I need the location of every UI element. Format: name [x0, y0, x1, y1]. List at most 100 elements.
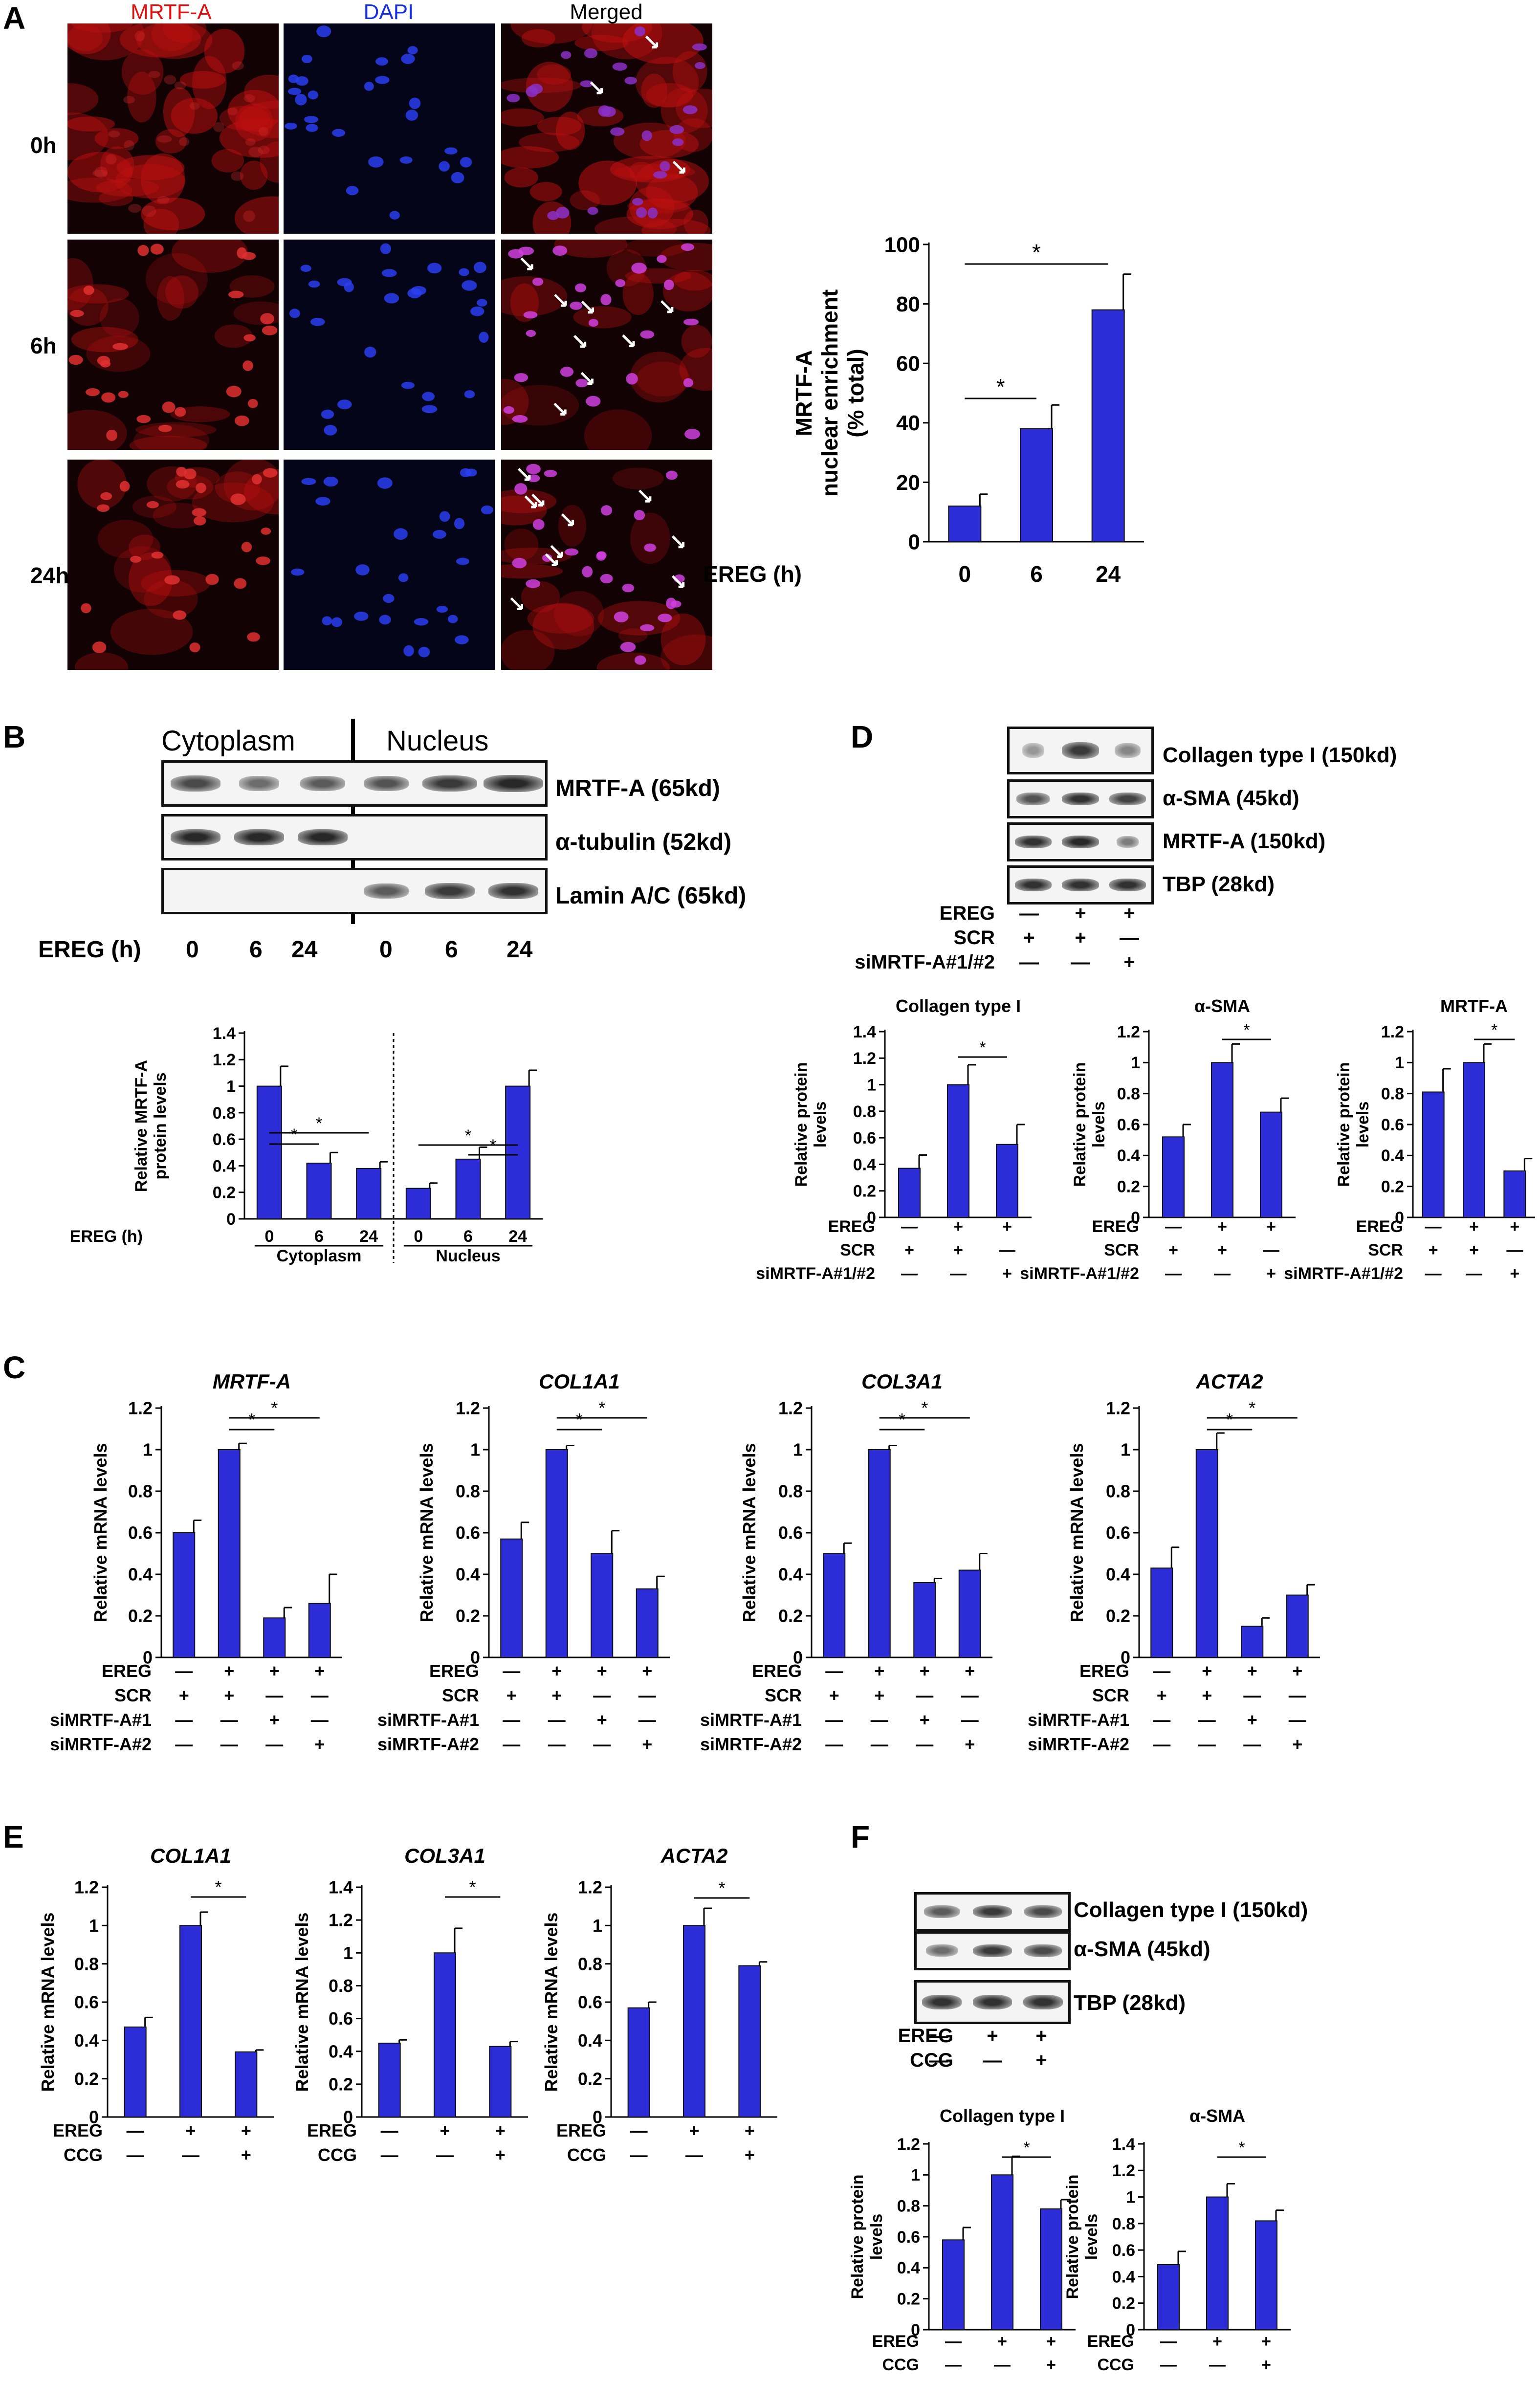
- chart-D2-ylabel: Relative protein: [1071, 1062, 1089, 1187]
- chart-D3-ytick-label: 0.8: [1381, 1085, 1404, 1103]
- chart-F1-ytick-label: 0.2: [897, 2290, 920, 2309]
- chart-C1-treat-sign: —: [175, 1710, 193, 1730]
- blot-band: [171, 775, 220, 792]
- chart-D2-treat-sign: +: [1217, 1217, 1227, 1236]
- chart-F2-bar: [1206, 2196, 1229, 2330]
- blot-band: [422, 775, 477, 792]
- blot-band: [924, 1905, 960, 1918]
- blot-f-label-collagen: Collagen type I (150kd): [1074, 1898, 1308, 1922]
- chart-D3-treat-sign: —: [1425, 1264, 1442, 1283]
- col-header-dapi: DAPI: [363, 0, 414, 24]
- chart-C2-ytick-label: 0: [470, 1648, 480, 1668]
- blot-d-label-asma: α-SMA (45kd): [1163, 786, 1299, 810]
- chart-C4-treat-sign: +: [1157, 1685, 1167, 1705]
- chart-B-sig-star: *: [465, 1126, 471, 1145]
- chart-B-group-label: Nucleus: [436, 1247, 500, 1265]
- chart-C1-sig-star: *: [271, 1398, 278, 1418]
- chart-E1-ytick-label: 0.4: [74, 2030, 99, 2051]
- chart-C3-treat-sign: —: [825, 1661, 843, 1681]
- chart-E2-treat-sign: +: [495, 2120, 506, 2140]
- chart-F2-ytick-label: 1.4: [1112, 2135, 1135, 2154]
- row-label-0h: 0h: [30, 132, 57, 158]
- chart-C3-ytick-label: 1.2: [778, 1398, 803, 1418]
- chart-C1-ytick-label: 0.6: [128, 1523, 153, 1543]
- chart-B-treat-label: EREG (h): [70, 1227, 143, 1246]
- chart-D3-treat-sign: +: [1469, 1217, 1479, 1236]
- chart-C3-treat-label: EREG: [752, 1661, 802, 1681]
- blot-band: [926, 1944, 958, 1957]
- chart-B-ytick-label: 1: [226, 1077, 236, 1096]
- chart-D1-bar: [996, 1144, 1018, 1218]
- chart-D2-treat-sign: —: [1165, 1217, 1182, 1236]
- chart-E3-bar: [627, 2007, 650, 2117]
- chart-A-treat-sign: 0: [959, 561, 971, 587]
- chart-E3-bar: [683, 1925, 705, 2117]
- chart-F2-treat-sign: +: [1261, 2332, 1271, 2351]
- chart-F1-treat-sign: +: [997, 2332, 1007, 2351]
- chart-C4-treat-label: SCR: [1092, 1685, 1129, 1705]
- chart-C4-treat-sign: —: [1153, 1661, 1170, 1681]
- chart-F1-ylabel: levels: [867, 2214, 886, 2260]
- micrograph-merged-6h: [501, 240, 712, 450]
- chart-D1-treat-sign: +: [953, 1217, 963, 1236]
- blot-band: [364, 775, 409, 792]
- treatment-sign: —: [1019, 951, 1039, 973]
- chart-F2-ylabel: levels: [1082, 2214, 1101, 2260]
- chart-E2-ylabel: Relative mRNA levels: [292, 1913, 312, 2092]
- chart-F1-treat-label: EREG: [872, 2332, 919, 2351]
- chart-E3-treat-sign: +: [689, 2120, 699, 2140]
- chart-C2-ylabel: Relative mRNA levels: [417, 1443, 437, 1623]
- chart-E2-bar: [378, 2042, 401, 2118]
- chart-C1-ylabel: Relative mRNA levels: [90, 1443, 110, 1623]
- blot-band: [922, 1994, 962, 2010]
- chart-F2-ytick-label: 0.2: [1112, 2294, 1135, 2313]
- chart-B-ytick-label: 0.2: [213, 1184, 236, 1202]
- chart-C3-sig-star: *: [899, 1410, 905, 1430]
- treatment-sign: +: [1123, 951, 1135, 973]
- chart-D1-treat-sign: —: [901, 1217, 918, 1236]
- arrow-icon: [554, 294, 567, 307]
- blot-band: [1115, 743, 1141, 758]
- chart-F1-ytick-label: 1.2: [897, 2135, 920, 2154]
- chart-C4-treat-sign: —: [1198, 1710, 1216, 1730]
- chart-B-ytick-label: 0: [226, 1210, 236, 1229]
- row-label-24h: 24h: [30, 563, 69, 588]
- chart-D2-treat-sign: +: [1266, 1264, 1276, 1283]
- chart-A-bar: [1091, 309, 1125, 542]
- chart-D2-ytick-label: 0.8: [1117, 1085, 1140, 1103]
- chart-C4-treat-sign: +: [1292, 1661, 1302, 1681]
- chart-D3-bar: [1422, 1091, 1445, 1218]
- chart-A-sig-star: *: [1032, 240, 1041, 265]
- chart-D1-bar: [898, 1168, 921, 1218]
- arrow-icon: [590, 81, 603, 94]
- panel-letter-e: E: [3, 1819, 24, 1854]
- chart-E1-treat-sign: +: [185, 2120, 196, 2140]
- chart-C3-bar: [823, 1553, 846, 1658]
- chart-C1-treat-sign: +: [224, 1685, 234, 1705]
- blot-b-ereg-24-nuc: 24: [506, 937, 533, 963]
- chart-F1-treat-sign: +: [1046, 2356, 1056, 2374]
- chart-C2-treat-sign: —: [638, 1685, 656, 1705]
- chart-D2-treat-sign: —: [1214, 1264, 1231, 1283]
- chart-D2-ytick-label: 0.6: [1117, 1116, 1140, 1134]
- chart-C2-ytick-label: 0.2: [456, 1606, 480, 1626]
- chart-D3-treat-sign: +: [1510, 1264, 1519, 1283]
- chart-D2-ytick-label: 1.2: [1117, 1023, 1140, 1041]
- chart-B-bar: [356, 1168, 382, 1220]
- panel-letter-d: D: [851, 719, 874, 754]
- chart-C3-bar: [913, 1582, 936, 1658]
- chart-C2-ytick-label: 0.8: [456, 1481, 480, 1501]
- chart-D2-treat-sign: +: [1168, 1241, 1178, 1259]
- chart-D3-bar: [1503, 1170, 1526, 1218]
- chart-C4-bar: [1241, 1626, 1264, 1658]
- chart-C2-ytick-label: 0.6: [456, 1523, 480, 1543]
- chart-D2-ytick-label: 0: [1131, 1209, 1140, 1227]
- blot-band: [239, 776, 279, 791]
- blot-band: [1062, 792, 1099, 806]
- chart-F1-treat-sign: —: [945, 2356, 962, 2374]
- blot-band: [1014, 835, 1052, 849]
- chart-C2-treat-label: siMRTF-A#2: [377, 1734, 479, 1754]
- chart-D1-ytick-label: 1: [867, 1076, 876, 1094]
- chart-C2-treat-sign: —: [503, 1661, 520, 1681]
- chart-D1-ytick-label: 1.4: [853, 1023, 876, 1041]
